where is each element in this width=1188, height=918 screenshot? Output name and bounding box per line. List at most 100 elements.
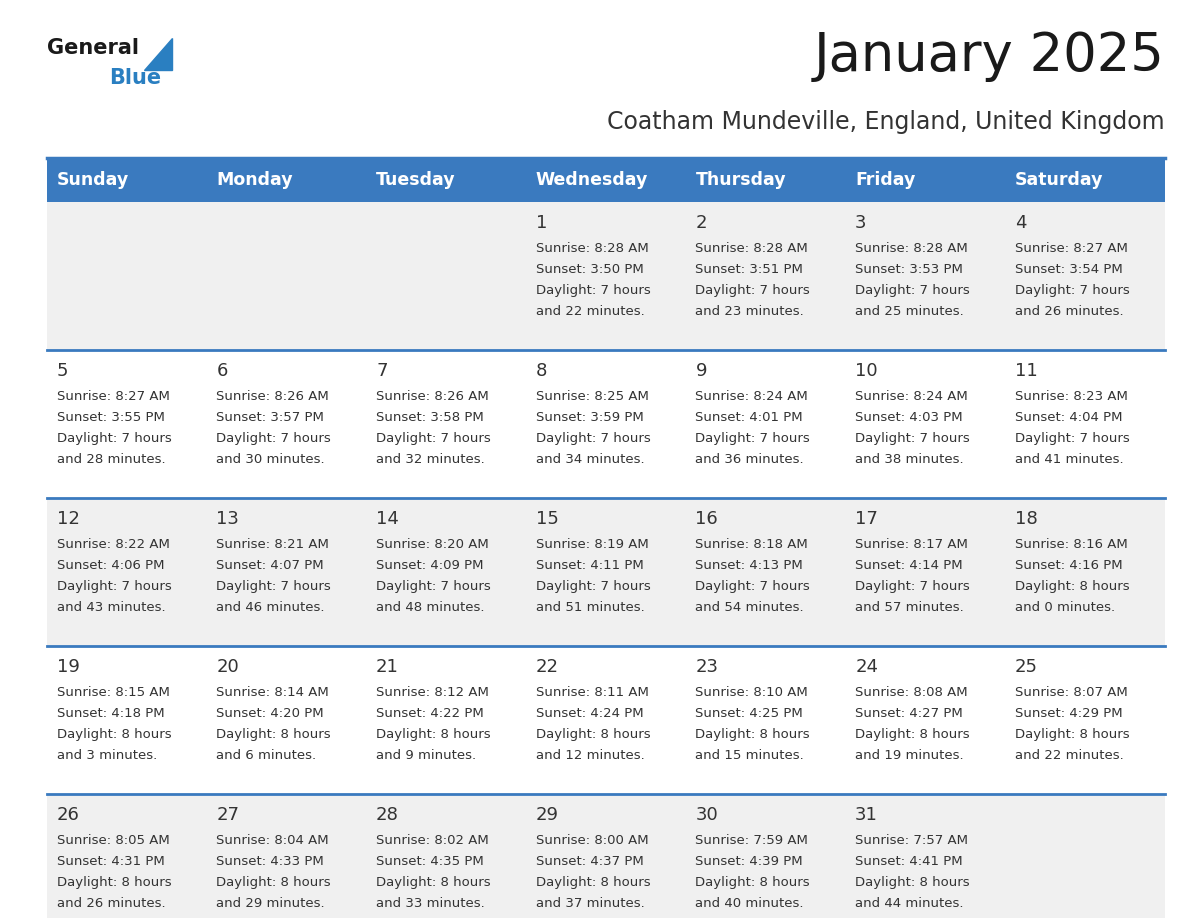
Text: and 33 minutes.: and 33 minutes. — [377, 897, 485, 910]
Text: and 15 minutes.: and 15 minutes. — [695, 749, 804, 762]
Text: Daylight: 7 hours: Daylight: 7 hours — [536, 580, 651, 593]
Text: Sunrise: 8:05 AM: Sunrise: 8:05 AM — [57, 834, 170, 847]
Bar — [48, 498, 207, 646]
Text: Sunrise: 8:15 AM: Sunrise: 8:15 AM — [57, 686, 170, 699]
Text: Sunrise: 8:24 AM: Sunrise: 8:24 AM — [695, 390, 808, 403]
Text: Sunrise: 8:18 AM: Sunrise: 8:18 AM — [695, 538, 808, 551]
Bar — [207, 350, 366, 498]
Text: Daylight: 7 hours: Daylight: 7 hours — [855, 284, 969, 297]
Text: Daylight: 8 hours: Daylight: 8 hours — [695, 876, 810, 889]
Text: and 25 minutes.: and 25 minutes. — [855, 305, 963, 318]
Text: 21: 21 — [377, 658, 399, 676]
Text: 10: 10 — [855, 362, 878, 380]
Text: 11: 11 — [1015, 362, 1037, 380]
Text: Sunrise: 8:16 AM: Sunrise: 8:16 AM — [1015, 538, 1127, 551]
Text: and 34 minutes.: and 34 minutes. — [536, 453, 644, 466]
Text: 17: 17 — [855, 510, 878, 528]
Bar — [366, 794, 526, 918]
Text: Sunrise: 7:57 AM: Sunrise: 7:57 AM — [855, 834, 968, 847]
Text: Sunrise: 7:59 AM: Sunrise: 7:59 AM — [695, 834, 808, 847]
Text: Sunrise: 8:19 AM: Sunrise: 8:19 AM — [536, 538, 649, 551]
Text: and 48 minutes.: and 48 minutes. — [377, 601, 485, 614]
Bar — [48, 646, 207, 794]
Text: Daylight: 7 hours: Daylight: 7 hours — [695, 284, 810, 297]
Text: Monday: Monday — [216, 171, 293, 189]
Bar — [366, 350, 526, 498]
Text: Sunset: 4:24 PM: Sunset: 4:24 PM — [536, 707, 644, 720]
Text: Daylight: 8 hours: Daylight: 8 hours — [855, 876, 969, 889]
Text: Sunset: 4:07 PM: Sunset: 4:07 PM — [216, 559, 324, 572]
Text: Sunrise: 8:00 AM: Sunrise: 8:00 AM — [536, 834, 649, 847]
Text: 14: 14 — [377, 510, 399, 528]
Text: Blue: Blue — [109, 68, 162, 88]
Text: Sunset: 4:25 PM: Sunset: 4:25 PM — [695, 707, 803, 720]
Bar — [207, 158, 366, 202]
Text: Sunset: 3:54 PM: Sunset: 3:54 PM — [1015, 263, 1123, 276]
Text: and 54 minutes.: and 54 minutes. — [695, 601, 804, 614]
Text: Thursday: Thursday — [695, 171, 786, 189]
Text: 20: 20 — [216, 658, 239, 676]
Text: and 51 minutes.: and 51 minutes. — [536, 601, 644, 614]
Bar — [1005, 794, 1165, 918]
Bar — [366, 646, 526, 794]
Text: Daylight: 8 hours: Daylight: 8 hours — [216, 728, 331, 741]
Text: Sunset: 3:50 PM: Sunset: 3:50 PM — [536, 263, 644, 276]
Text: Sunset: 4:20 PM: Sunset: 4:20 PM — [216, 707, 324, 720]
Text: Sunrise: 8:07 AM: Sunrise: 8:07 AM — [1015, 686, 1127, 699]
Bar — [685, 350, 846, 498]
Bar — [48, 202, 207, 350]
Text: Sunrise: 8:23 AM: Sunrise: 8:23 AM — [1015, 390, 1127, 403]
Bar — [48, 350, 207, 498]
Text: Sunrise: 8:27 AM: Sunrise: 8:27 AM — [1015, 242, 1127, 255]
Text: Daylight: 7 hours: Daylight: 7 hours — [855, 580, 969, 593]
Text: 4: 4 — [1015, 214, 1026, 232]
Text: Sunset: 4:16 PM: Sunset: 4:16 PM — [1015, 559, 1123, 572]
Text: Wednesday: Wednesday — [536, 171, 649, 189]
Text: and 38 minutes.: and 38 minutes. — [855, 453, 963, 466]
Text: Sunset: 4:33 PM: Sunset: 4:33 PM — [216, 855, 324, 868]
Text: and 26 minutes.: and 26 minutes. — [1015, 305, 1124, 318]
Text: Sunset: 3:58 PM: Sunset: 3:58 PM — [377, 411, 484, 424]
Text: and 57 minutes.: and 57 minutes. — [855, 601, 963, 614]
Text: Daylight: 7 hours: Daylight: 7 hours — [1015, 284, 1130, 297]
Text: Sunset: 4:18 PM: Sunset: 4:18 PM — [57, 707, 164, 720]
Text: Daylight: 7 hours: Daylight: 7 hours — [695, 432, 810, 445]
Text: Daylight: 7 hours: Daylight: 7 hours — [536, 284, 651, 297]
Bar — [685, 158, 846, 202]
Text: and 28 minutes.: and 28 minutes. — [57, 453, 165, 466]
Bar — [846, 350, 1005, 498]
Text: and 43 minutes.: and 43 minutes. — [57, 601, 165, 614]
Text: Sunrise: 8:02 AM: Sunrise: 8:02 AM — [377, 834, 488, 847]
Text: 28: 28 — [377, 806, 399, 824]
Text: Daylight: 8 hours: Daylight: 8 hours — [216, 876, 331, 889]
Bar — [526, 646, 685, 794]
Text: Sunset: 4:41 PM: Sunset: 4:41 PM — [855, 855, 962, 868]
Text: Daylight: 7 hours: Daylight: 7 hours — [57, 432, 171, 445]
Text: Daylight: 7 hours: Daylight: 7 hours — [57, 580, 171, 593]
Text: Sunset: 4:22 PM: Sunset: 4:22 PM — [377, 707, 484, 720]
Text: Sunset: 4:35 PM: Sunset: 4:35 PM — [377, 855, 484, 868]
Text: Sunrise: 8:25 AM: Sunrise: 8:25 AM — [536, 390, 649, 403]
Text: Daylight: 8 hours: Daylight: 8 hours — [536, 876, 650, 889]
Polygon shape — [144, 38, 172, 70]
Text: Daylight: 7 hours: Daylight: 7 hours — [1015, 432, 1130, 445]
Text: and 23 minutes.: and 23 minutes. — [695, 305, 804, 318]
Text: Sunrise: 8:26 AM: Sunrise: 8:26 AM — [377, 390, 488, 403]
Text: 13: 13 — [216, 510, 239, 528]
Text: Sunday: Sunday — [57, 171, 128, 189]
Text: and 29 minutes.: and 29 minutes. — [216, 897, 326, 910]
Text: 5: 5 — [57, 362, 68, 380]
Text: 16: 16 — [695, 510, 719, 528]
Text: Sunrise: 8:11 AM: Sunrise: 8:11 AM — [536, 686, 649, 699]
Text: and 3 minutes.: and 3 minutes. — [57, 749, 157, 762]
Bar — [1005, 202, 1165, 350]
Text: Daylight: 8 hours: Daylight: 8 hours — [855, 728, 969, 741]
Text: Daylight: 8 hours: Daylight: 8 hours — [377, 728, 491, 741]
Text: Sunset: 4:06 PM: Sunset: 4:06 PM — [57, 559, 164, 572]
Text: 26: 26 — [57, 806, 80, 824]
Text: 22: 22 — [536, 658, 558, 676]
Bar — [526, 158, 685, 202]
Text: 3: 3 — [855, 214, 867, 232]
Bar — [207, 646, 366, 794]
Bar — [207, 202, 366, 350]
